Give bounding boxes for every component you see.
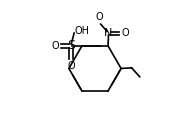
- Text: O: O: [121, 28, 129, 38]
- Text: O: O: [95, 12, 103, 22]
- Text: S: S: [67, 39, 75, 52]
- Text: N: N: [104, 28, 113, 38]
- Text: O: O: [51, 41, 59, 51]
- Text: OH: OH: [75, 26, 90, 36]
- Text: O: O: [68, 61, 75, 71]
